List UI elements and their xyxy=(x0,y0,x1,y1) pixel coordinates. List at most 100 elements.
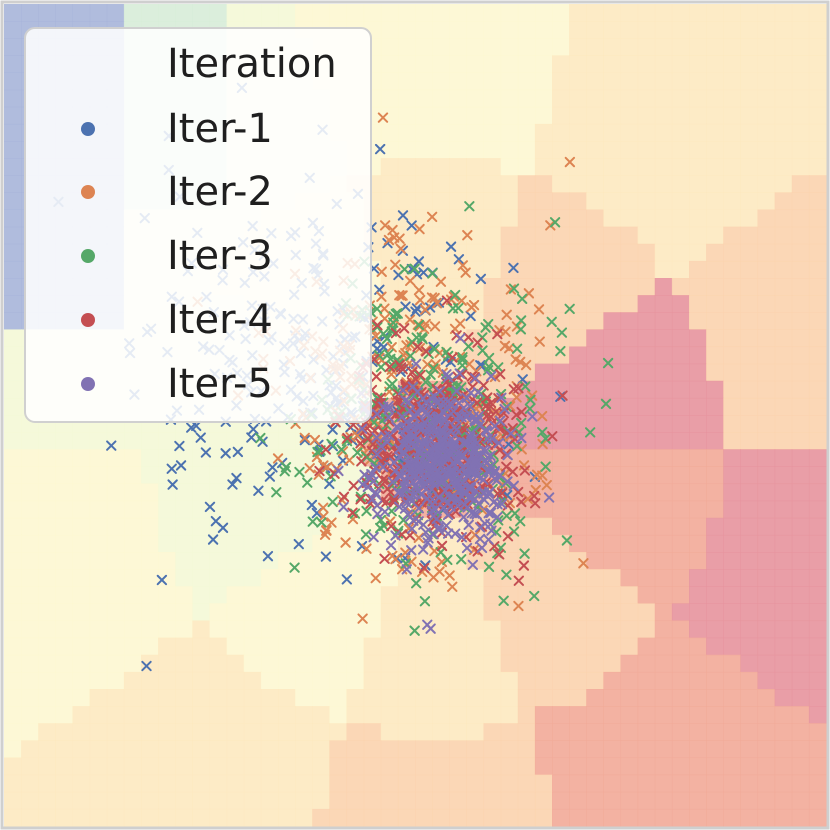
background-cell xyxy=(278,689,296,707)
background-cell xyxy=(654,123,673,142)
background-cell xyxy=(671,569,690,587)
background-cell xyxy=(4,654,22,673)
background-cell xyxy=(466,4,485,22)
data-point xyxy=(447,466,458,477)
background-cell xyxy=(603,654,622,673)
background-cell xyxy=(603,55,622,74)
background-cell xyxy=(552,774,570,793)
data-point xyxy=(451,385,462,397)
background-cell xyxy=(569,380,587,399)
background-cell xyxy=(808,209,827,228)
background-cell xyxy=(483,55,502,74)
background-cell xyxy=(312,671,330,690)
background-cell xyxy=(757,329,776,348)
background-cell xyxy=(740,534,759,553)
background-cell xyxy=(260,706,279,724)
background-cell xyxy=(415,808,433,827)
background-cell xyxy=(432,689,450,707)
background-cell xyxy=(72,586,91,604)
background-cell xyxy=(397,123,416,142)
background-cell xyxy=(654,4,673,22)
background-cell xyxy=(603,329,622,348)
background-cell xyxy=(89,500,108,519)
background-cell xyxy=(569,55,587,74)
background-cell xyxy=(791,72,810,91)
background-cell xyxy=(278,791,296,810)
background-cell xyxy=(466,723,485,741)
background-cell xyxy=(552,534,570,553)
background-cell xyxy=(346,654,365,673)
background-cell xyxy=(449,654,467,673)
data-point xyxy=(513,427,525,438)
background-cell xyxy=(449,620,467,639)
background-cell xyxy=(740,397,759,416)
background-cell xyxy=(278,637,296,656)
background-cell xyxy=(808,363,827,382)
background-cell xyxy=(791,449,810,467)
background-cell xyxy=(141,466,159,485)
background-cell xyxy=(808,278,827,296)
background-cell xyxy=(175,534,193,553)
background-cell xyxy=(432,620,450,639)
data-point xyxy=(516,444,527,455)
background-cell xyxy=(706,569,724,587)
background-cell xyxy=(757,534,776,553)
background-cell xyxy=(4,141,22,159)
background-cell xyxy=(706,517,724,536)
data-point xyxy=(475,273,487,285)
background-cell xyxy=(757,89,776,108)
background-cell xyxy=(432,226,450,245)
data-point xyxy=(377,112,389,123)
data-point xyxy=(469,454,481,465)
background-cell xyxy=(500,89,519,108)
data-point xyxy=(432,470,443,481)
background-cell xyxy=(243,706,262,724)
background-cell xyxy=(791,226,810,245)
background-cell xyxy=(706,226,724,245)
data-point xyxy=(306,499,318,511)
background-cell xyxy=(278,774,296,793)
data-point xyxy=(414,223,425,235)
data-point xyxy=(412,369,424,380)
background-cell xyxy=(380,774,399,793)
background-cell xyxy=(654,226,673,245)
background-cell xyxy=(757,55,776,74)
background-cell xyxy=(671,808,690,827)
background-cell xyxy=(500,808,519,827)
background-cell xyxy=(637,586,656,604)
background-cell xyxy=(757,21,776,39)
background-cell xyxy=(654,432,673,450)
background-cell xyxy=(603,72,622,91)
background-cell xyxy=(791,432,810,450)
background-cell xyxy=(55,620,74,639)
background-cell xyxy=(552,637,570,656)
data-point xyxy=(501,569,512,580)
background-cell xyxy=(517,141,536,159)
data-point xyxy=(500,326,511,337)
background-cell xyxy=(72,534,91,553)
background-cell xyxy=(774,4,793,22)
background-cell xyxy=(243,740,262,759)
background-cell xyxy=(586,808,604,827)
background-cell xyxy=(774,552,793,570)
background-cell xyxy=(689,380,707,399)
data-point xyxy=(479,494,490,506)
background-cell xyxy=(808,552,827,570)
background-cell xyxy=(603,552,622,570)
background-cell xyxy=(432,808,450,827)
background-cell xyxy=(671,603,690,622)
background-cell xyxy=(808,260,827,279)
background-cell xyxy=(552,569,570,587)
data-point xyxy=(516,406,527,418)
data-point xyxy=(479,518,491,529)
data-point xyxy=(483,488,494,499)
background-cell xyxy=(466,774,485,793)
background-cell xyxy=(654,774,673,793)
background-cell xyxy=(774,260,793,279)
background-cell xyxy=(569,791,587,810)
background-cell xyxy=(808,569,827,587)
background-cell xyxy=(534,757,553,776)
background-cell xyxy=(72,774,91,793)
data-point xyxy=(309,434,321,446)
